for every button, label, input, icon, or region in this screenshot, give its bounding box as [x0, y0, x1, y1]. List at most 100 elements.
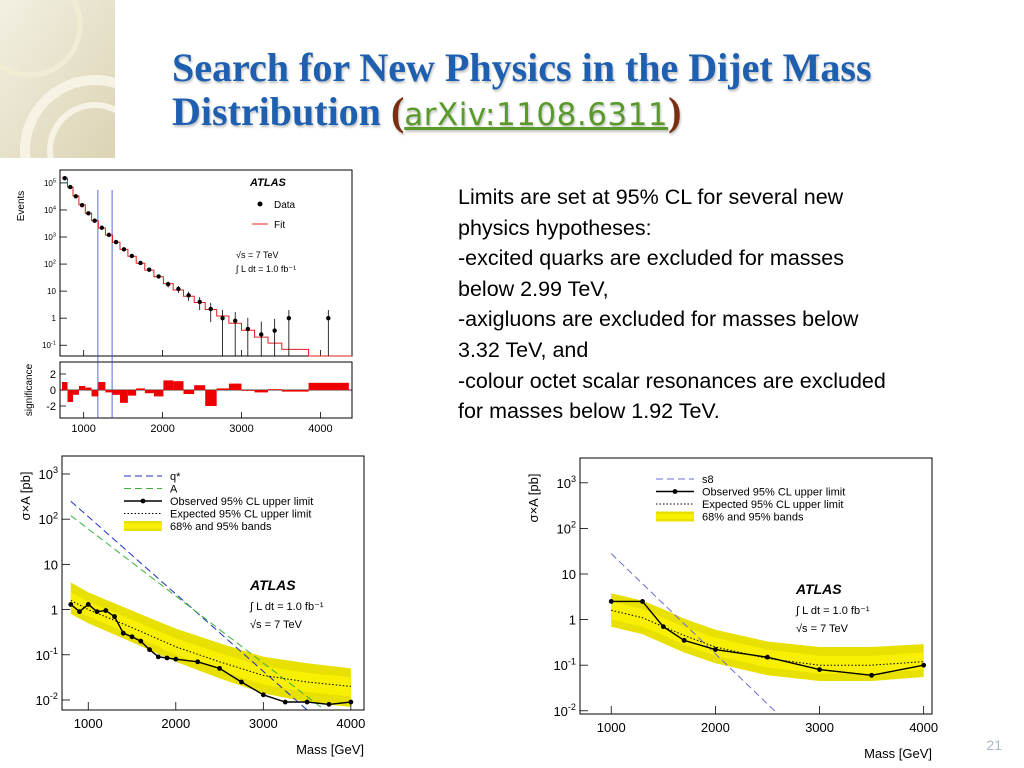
observed-point: [682, 638, 687, 643]
significance-bar: [194, 385, 205, 390]
body-line: -excited quarks are excluded for masses: [458, 243, 978, 274]
luminosity-annotation: ∫ L dt = 1.0 fb⁻¹: [249, 601, 324, 613]
data-point: [63, 176, 67, 180]
observed-point: [112, 614, 117, 619]
legend-marker: [673, 489, 678, 494]
y-tick-label: 1: [52, 314, 57, 323]
y-axis-label: σ×A [pb]: [526, 474, 541, 523]
legend-label-bands: 68% and 95% bands: [170, 521, 272, 533]
observed-point: [77, 609, 82, 614]
significance-tick-label: 2: [50, 369, 56, 381]
significance-tick-label: 0: [50, 385, 56, 397]
legend-label-axigluon: A: [170, 484, 178, 496]
x-tick-label: 3000: [805, 720, 834, 735]
data-point: [166, 282, 170, 286]
data-point: [130, 254, 134, 258]
data-point: [259, 332, 263, 336]
body-line: physics hypotheses:: [458, 213, 978, 244]
x-tick-label: 2000: [161, 716, 190, 731]
significance-bar: [79, 386, 85, 390]
significance-bar: [282, 390, 309, 392]
legend-band-swatch-inner: [124, 524, 162, 529]
x-tick-label: 4000: [308, 423, 332, 435]
legend-label-s8: s8: [702, 474, 714, 486]
significance-bar: [105, 390, 112, 392]
y-tick-label: 103: [556, 474, 576, 491]
legend-label-expected: Expected 95% CL upper limit: [702, 499, 843, 511]
y-tick-label: 102: [44, 259, 56, 269]
y-tick-label: 10-2: [553, 702, 576, 719]
data-point: [326, 316, 330, 320]
significance-bar: [217, 388, 229, 390]
body-line: 3.32 TeV, and: [458, 335, 978, 366]
legend-data-label: Data: [274, 200, 296, 211]
data-point: [156, 274, 160, 278]
data-point: [147, 267, 151, 271]
data-point: [186, 293, 190, 297]
y-tick-label: 102: [556, 520, 576, 537]
energy-annotation: √s = 7 TeV: [250, 619, 303, 631]
arxiv-link[interactable]: arXiv:1108.6311: [404, 97, 668, 133]
observed-point: [138, 639, 143, 644]
data-point: [74, 194, 78, 198]
data-point: [246, 327, 250, 331]
atlas-label: ATLAS: [795, 581, 842, 597]
x-axis-label: Reconstructed m_jj [GeV]: [129, 437, 254, 438]
observed-point: [283, 700, 288, 705]
significance-bar: [242, 390, 255, 391]
body-line: for masses below 1.92 TeV.: [458, 396, 978, 427]
legend-label-observed: Observed 95% CL upper limit: [702, 487, 845, 499]
observed-point: [217, 666, 222, 671]
paren-close: ): [668, 89, 681, 134]
significance-bar: [136, 388, 145, 390]
data-point: [100, 226, 104, 230]
legend-data-marker: [258, 202, 263, 207]
legend-label-observed: Observed 95% CL upper limit: [170, 496, 313, 508]
observed-point: [261, 692, 266, 697]
qstar-axigluon-limit-chart: 10310210110-110-21000 2000 3000 4000Mass [G…: [14, 448, 374, 764]
body-text: Limits are set at 95% CL for several new…: [458, 182, 978, 427]
legend-label-expected: Expected 95% CL upper limit: [170, 509, 311, 521]
y-tick-label: 105: [44, 178, 56, 188]
data-point: [107, 233, 111, 237]
y-tick-label: 10: [562, 567, 576, 582]
legend-label-bands: 68% and 95% bands: [702, 512, 804, 524]
observed-point: [869, 673, 874, 678]
data-point: [93, 219, 97, 223]
data-point: [233, 319, 237, 323]
x-tick-label: 1000: [74, 716, 103, 731]
dijet-mass-spectrum-chart: 10510410310210110-120-21000200030004000R…: [12, 166, 362, 438]
x-axis-label: Mass [GeV]: [864, 746, 932, 761]
corner-decoration: [0, 0, 115, 158]
observed-point: [147, 647, 152, 652]
y-axis-label: σ×A [pb]: [18, 472, 33, 521]
significance-bar: [229, 384, 242, 390]
significance-bar: [67, 390, 73, 402]
significance-bar: [163, 380, 173, 390]
significance-bar: [205, 390, 216, 406]
significance-bar: [120, 390, 128, 403]
data-point: [176, 287, 180, 291]
body-line: -axigluons are excluded for masses below: [458, 304, 978, 335]
legend-marker: [141, 499, 146, 504]
observed-point: [103, 608, 108, 613]
slide-title: Search for New Physics in the Dijet Mass…: [172, 46, 1012, 137]
significance-bar: [184, 390, 195, 394]
observed-point: [173, 657, 178, 662]
x-tick-label: 2000: [701, 720, 730, 735]
y-tick-label: 104: [44, 205, 56, 215]
data-point: [114, 240, 118, 244]
y-tick-label: 10-1: [42, 341, 56, 351]
x-tick-label: 1000: [71, 423, 95, 435]
observed-point: [327, 702, 332, 707]
significance-bar: [62, 382, 68, 390]
slide-number: 21: [986, 737, 1002, 753]
significance-tick-label: -2: [46, 401, 56, 413]
x-axis-label: Mass [GeV]: [296, 742, 364, 757]
y-tick-label: 10: [44, 557, 58, 572]
significance-bar: [255, 390, 268, 392]
y-tick-label: 10-2: [35, 691, 58, 708]
x-tick-label: 4000: [336, 716, 365, 731]
x-tick-label: 3000: [249, 716, 278, 731]
significance-bar: [145, 390, 154, 393]
